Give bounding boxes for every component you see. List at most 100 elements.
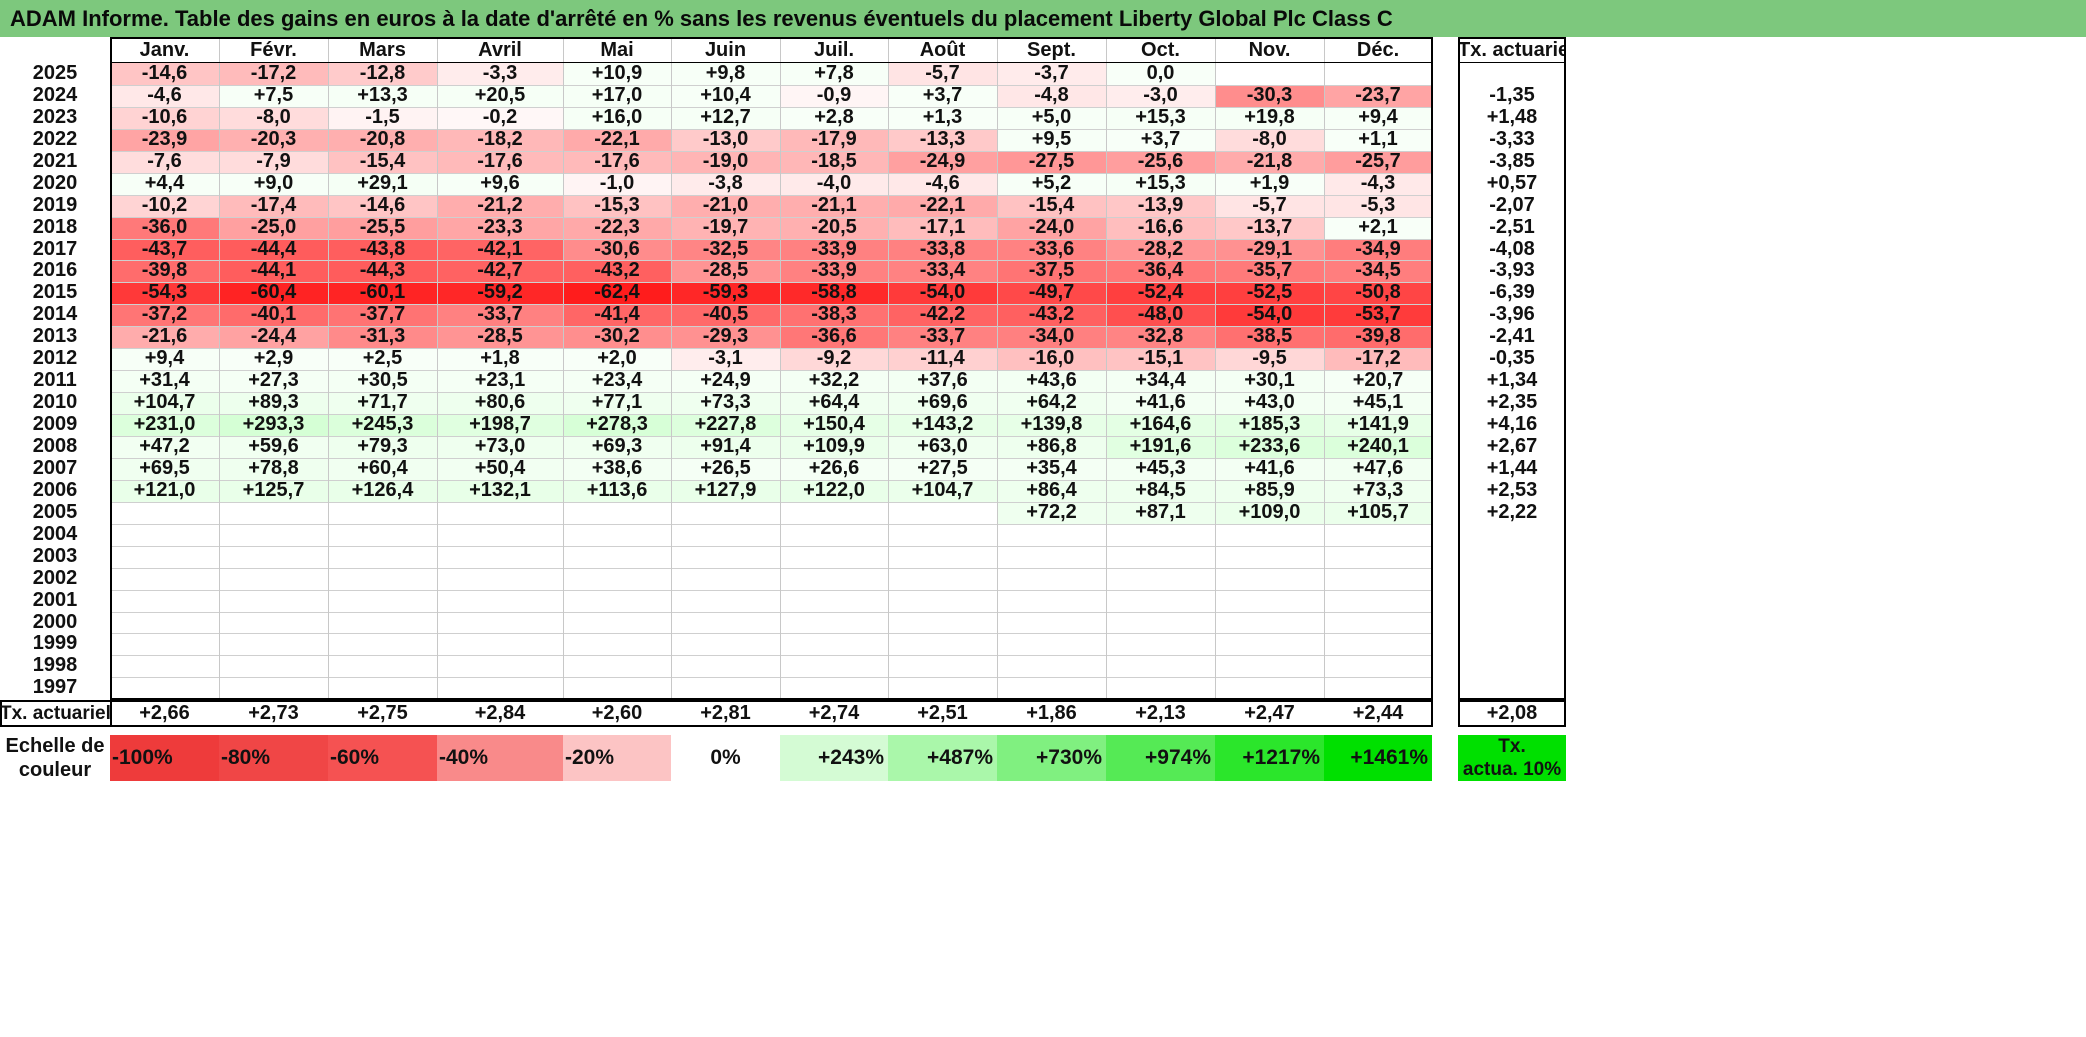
table-cell: +20,7 [1324, 370, 1432, 393]
table-cell: +3,7 [1106, 128, 1215, 151]
table-cell: +293,3 [219, 414, 328, 436]
table-cell [563, 501, 671, 524]
table-cell: +69,5 [110, 457, 219, 480]
table-cell: +12,7 [671, 106, 780, 129]
table-cell [328, 523, 437, 546]
color-scale-swatch: -100% [110, 735, 219, 781]
table-cell: +1,8 [437, 348, 563, 371]
footer-cell: +2,13 [1135, 702, 1186, 724]
table-cell: +191,6 [1106, 435, 1215, 458]
table-cell: -23,3 [437, 216, 563, 239]
annual-cell: -2,07 [1489, 194, 1535, 216]
color-scale-swatch: +243% [780, 735, 888, 781]
column-divider [997, 37, 998, 700]
year-label: 2023 [32, 106, 78, 128]
color-scale-swatch: -40% [437, 735, 563, 781]
table-cell: -60,4 [219, 282, 328, 305]
table-cell: -3,0 [1106, 84, 1215, 107]
table-cell: -32,5 [671, 238, 780, 261]
table-cell: -9,5 [1215, 348, 1324, 371]
table-cell: -3,1 [671, 348, 780, 371]
table-cell [437, 677, 563, 700]
table-cell: -21,6 [110, 326, 219, 349]
table-cell [997, 589, 1106, 612]
table-cell [671, 545, 780, 568]
table-cell: -20,8 [328, 128, 437, 151]
tx-legend-label: actua. 10% [1462, 759, 1562, 780]
footer-annual: +2,08 [1486, 702, 1538, 724]
footer-cell: +2,51 [917, 702, 968, 724]
table-cell [671, 501, 780, 524]
table-cell: +69,6 [888, 392, 997, 415]
year-label: 2000 [32, 611, 78, 633]
table-cell: -25,6 [1106, 150, 1215, 173]
table-cell: -20,3 [219, 128, 328, 151]
table-cell [110, 655, 219, 678]
row-divider [110, 173, 1432, 174]
table-cell [780, 589, 888, 612]
table-cell [1215, 523, 1324, 546]
annual-cell: +2,35 [1486, 392, 1538, 414]
table-cell [563, 523, 671, 546]
row-divider [110, 524, 1432, 525]
annual-cell [1458, 546, 1566, 568]
table-cell [437, 611, 563, 634]
table-cell: -30,6 [563, 238, 671, 261]
color-scale-swatch: 0% [671, 735, 780, 781]
table-cell: +1,3 [888, 106, 997, 129]
table-cell: +24,9 [671, 370, 780, 393]
annual-cell [1458, 63, 1566, 85]
table-cell: +231,0 [110, 414, 219, 436]
table-cell: -48,0 [1106, 304, 1215, 327]
row-divider [110, 326, 1432, 327]
table-cell [328, 655, 437, 678]
table-cell [219, 501, 328, 524]
annual-cell: +1,34 [1486, 370, 1538, 392]
table-cell: +132,1 [437, 479, 563, 502]
table-cell [110, 501, 219, 524]
table-cell: -59,2 [437, 282, 563, 305]
year-label: 2018 [32, 216, 78, 238]
table-cell: -0,2 [437, 106, 563, 129]
table-cell: -21,0 [671, 194, 780, 217]
table-cell [219, 677, 328, 700]
table-cell: -18,5 [780, 150, 888, 173]
year-label: 2006 [32, 479, 78, 501]
table-cell: +15,3 [1106, 172, 1215, 195]
table-cell [1324, 655, 1432, 678]
table-cell: +9,4 [1324, 106, 1432, 129]
table-cell: +109,9 [780, 435, 888, 458]
table-cell: +2,9 [219, 348, 328, 371]
table-cell: -17,4 [219, 194, 328, 217]
column-divider [1324, 37, 1325, 700]
table-cell: -60,1 [328, 282, 437, 305]
table-cell: +69,3 [563, 435, 671, 458]
table-cell: -19,0 [671, 150, 780, 173]
table-cell: -7,9 [219, 150, 328, 173]
table-cell [1215, 633, 1324, 656]
table-cell: +13,3 [328, 84, 437, 107]
column-divider [328, 37, 329, 700]
table-cell: -17,2 [219, 63, 328, 85]
annual-cell: +2,53 [1486, 479, 1538, 501]
table-cell [997, 567, 1106, 590]
year-label: 2015 [32, 282, 78, 304]
month-header: Août [919, 39, 966, 61]
month-header: Févr. [250, 39, 297, 61]
table-cell [219, 545, 328, 568]
annual-cell [1458, 590, 1566, 612]
row-divider [110, 502, 1432, 503]
table-cell: +19,8 [1215, 106, 1324, 129]
year-label: 2009 [32, 414, 78, 436]
table-cell: +125,7 [219, 479, 328, 502]
table-cell: -17,6 [437, 150, 563, 173]
table-cell: -28,2 [1106, 238, 1215, 261]
table-cell: -37,2 [110, 304, 219, 327]
annual-cell: -3,33 [1489, 128, 1535, 150]
annual-cell: -3,96 [1489, 304, 1535, 326]
month-header: Juin [704, 39, 747, 61]
table-cell: -7,6 [110, 150, 219, 173]
table-cell: -33,7 [888, 326, 997, 349]
annual-cell [1458, 677, 1566, 699]
table-cell: -4,6 [110, 84, 219, 107]
